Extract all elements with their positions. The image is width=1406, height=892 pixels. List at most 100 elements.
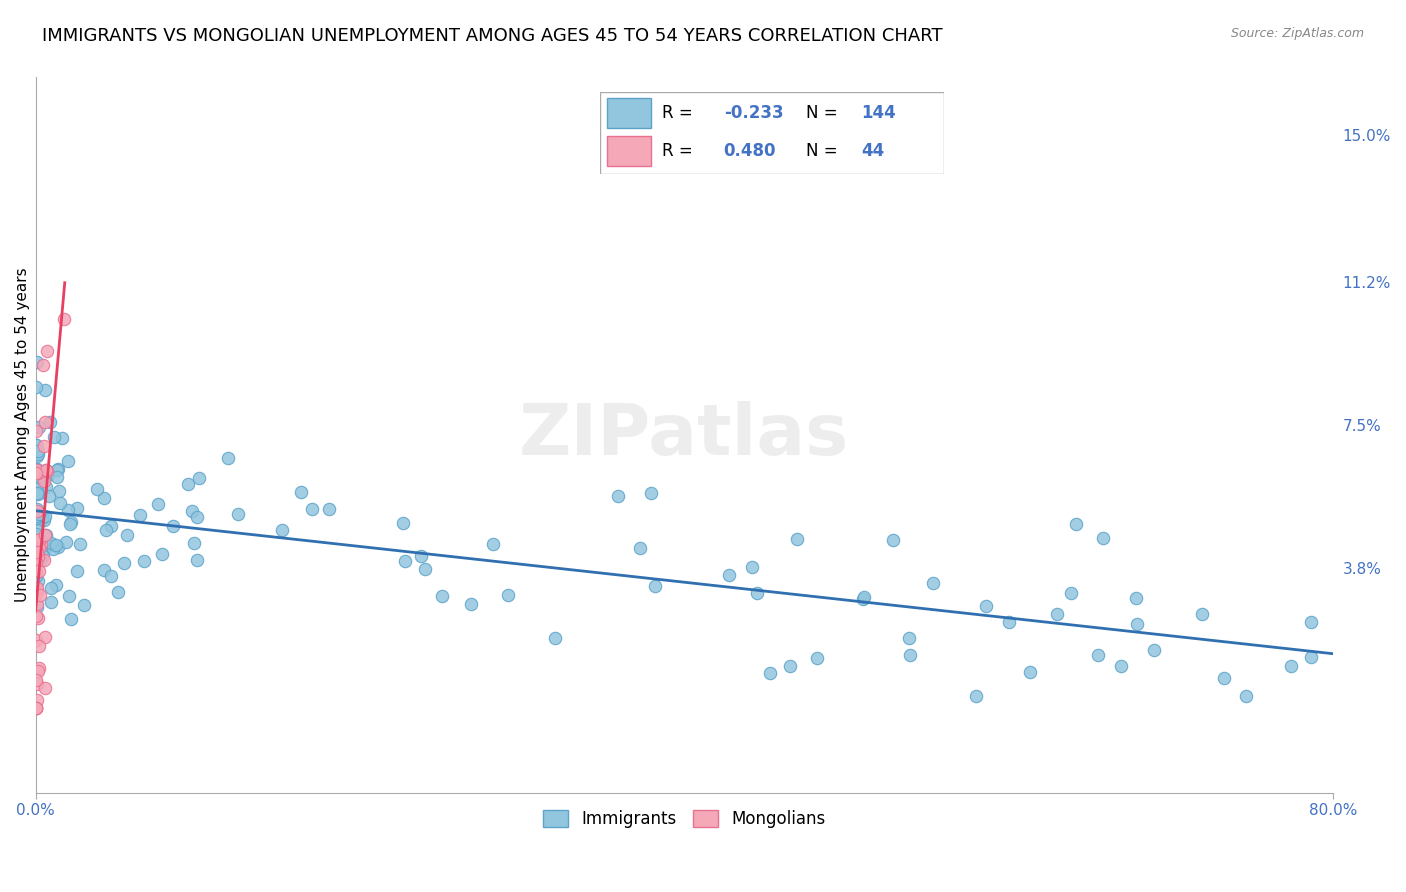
Point bbox=[34, 383, 56, 397]
Point bbox=[25, 533, 48, 548]
Point bbox=[39, 595, 62, 609]
Point bbox=[30, 537, 52, 551]
Point bbox=[66, 565, 89, 579]
Point bbox=[55, 534, 77, 549]
Point bbox=[34, 630, 56, 644]
Point bbox=[27, 533, 49, 547]
Point bbox=[270, 523, 292, 537]
Point bbox=[186, 510, 208, 524]
Point bbox=[100, 518, 122, 533]
Point bbox=[24, 569, 46, 583]
Point bbox=[32, 553, 55, 567]
Point bbox=[188, 471, 211, 485]
Point bbox=[146, 497, 169, 511]
Point bbox=[24, 511, 46, 525]
Point bbox=[759, 665, 782, 680]
Point bbox=[898, 631, 921, 645]
Point bbox=[25, 700, 48, 714]
Point bbox=[1091, 531, 1114, 545]
Point bbox=[46, 463, 69, 477]
Point bbox=[27, 611, 49, 625]
Point bbox=[177, 476, 200, 491]
Point bbox=[69, 537, 91, 551]
Point bbox=[25, 700, 48, 714]
Point bbox=[974, 599, 997, 613]
Point bbox=[51, 431, 73, 445]
Point bbox=[25, 466, 48, 480]
Text: IMMIGRANTS VS MONGOLIAN UNEMPLOYMENT AMONG AGES 45 TO 54 YEARS CORRELATION CHART: IMMIGRANTS VS MONGOLIAN UNEMPLOYMENT AMO… bbox=[42, 27, 943, 45]
Point bbox=[32, 549, 55, 563]
Point bbox=[607, 489, 630, 503]
Point bbox=[35, 343, 58, 358]
Point bbox=[25, 543, 48, 558]
Point bbox=[965, 689, 987, 703]
Point bbox=[392, 516, 415, 530]
Point bbox=[411, 549, 433, 563]
Point bbox=[66, 500, 89, 515]
Point bbox=[115, 528, 138, 542]
Point bbox=[1064, 517, 1087, 532]
Point bbox=[28, 469, 51, 483]
Point bbox=[42, 430, 65, 444]
Point bbox=[628, 541, 651, 555]
Point bbox=[59, 515, 82, 529]
Point bbox=[852, 590, 875, 604]
Point bbox=[25, 549, 48, 564]
Point bbox=[100, 569, 122, 583]
Point bbox=[46, 470, 69, 484]
Point bbox=[186, 553, 208, 567]
Point bbox=[1109, 659, 1132, 673]
Point bbox=[134, 554, 156, 568]
Point bbox=[30, 513, 52, 527]
Point bbox=[747, 586, 769, 600]
Point bbox=[45, 538, 67, 552]
Point bbox=[1087, 648, 1109, 662]
Point bbox=[25, 585, 48, 599]
Point bbox=[786, 532, 808, 546]
Point bbox=[28, 564, 51, 578]
Point bbox=[998, 615, 1021, 629]
Point bbox=[1143, 643, 1166, 657]
Point bbox=[112, 556, 135, 570]
Point bbox=[28, 419, 51, 434]
Point bbox=[39, 581, 62, 595]
Point bbox=[1060, 586, 1083, 600]
Point bbox=[56, 454, 79, 468]
Point bbox=[460, 597, 482, 611]
Point bbox=[27, 355, 49, 369]
Point bbox=[24, 379, 46, 393]
Point bbox=[27, 467, 49, 481]
Point bbox=[38, 489, 60, 503]
Point bbox=[25, 509, 48, 524]
Point bbox=[28, 541, 51, 555]
Point bbox=[25, 581, 48, 595]
Point bbox=[180, 503, 202, 517]
Point bbox=[301, 501, 323, 516]
Point bbox=[34, 528, 56, 542]
Point bbox=[32, 513, 55, 527]
Point bbox=[25, 501, 48, 516]
Point bbox=[496, 588, 519, 602]
Point bbox=[481, 537, 503, 551]
Point bbox=[27, 599, 49, 614]
Point bbox=[28, 661, 51, 675]
Point bbox=[107, 585, 129, 599]
Point bbox=[882, 533, 904, 548]
Point bbox=[28, 549, 51, 564]
Point bbox=[1213, 671, 1236, 685]
Point bbox=[25, 437, 48, 451]
Point bbox=[25, 508, 48, 523]
Point bbox=[27, 664, 49, 678]
Point bbox=[31, 472, 53, 486]
Point bbox=[34, 463, 56, 477]
Point bbox=[25, 450, 48, 464]
Point bbox=[46, 540, 69, 554]
Point bbox=[25, 693, 48, 707]
Point bbox=[25, 482, 48, 496]
Point bbox=[58, 517, 80, 532]
Point bbox=[290, 485, 312, 500]
Point bbox=[56, 503, 79, 517]
Point bbox=[58, 589, 80, 603]
Legend: Immigrants, Mongolians: Immigrants, Mongolians bbox=[536, 803, 832, 834]
Point bbox=[31, 509, 53, 524]
